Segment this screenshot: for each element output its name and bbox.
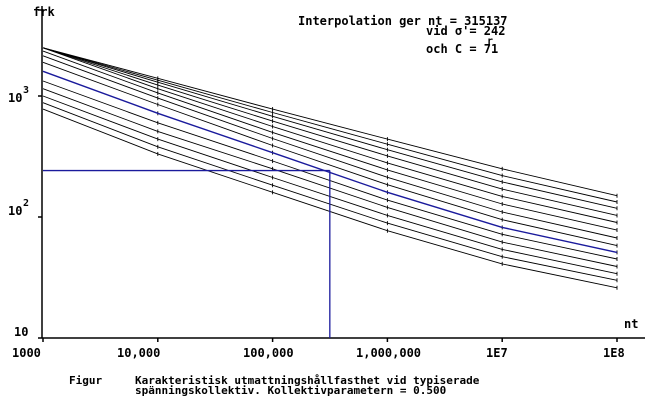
interpolation-lines: [43, 169, 331, 338]
series-line: [42, 61, 618, 247]
x-tick-label-1e7: 1E7: [486, 346, 508, 360]
c-label: och C = 71: [426, 42, 498, 56]
axes: [38, 6, 645, 342]
series-line: [42, 47, 618, 223]
series-line: [42, 47, 618, 197]
y-tick-exp-1000: 3: [23, 85, 29, 96]
y-tick-label-10: 10: [14, 325, 28, 339]
series-line: [42, 47, 618, 203]
x-tick-label-1000: 1000: [12, 346, 41, 360]
stress-subscript: r: [487, 36, 493, 47]
stress-label: vid σ'= 242: [426, 24, 505, 38]
x-tick-label-1000000: 1,000,000: [356, 346, 421, 360]
caption-line-1: Karakteristisk utmattningshållfasthet vi…: [135, 374, 480, 387]
y-tick-label-100: 10: [8, 204, 22, 218]
caption-prefix: Figur: [69, 374, 102, 387]
y-tick-exp-100: 2: [23, 198, 29, 209]
series-line: [42, 55, 618, 239]
interpolation-result: Interpolation ger nt = 315137: [298, 14, 508, 28]
tick-marks: [157, 76, 618, 290]
series-line: [42, 50, 618, 231]
x-tick-label-10000: 10,000: [117, 346, 160, 360]
x-tick-label-100000: 100,000: [243, 346, 294, 360]
x-axis-label: nt: [624, 317, 638, 331]
x-tick-label-1e8: 1E8: [603, 346, 625, 360]
y-axis-label: frk: [33, 5, 55, 19]
series-line: [42, 47, 618, 216]
caption-line-2: spänningskollektiv. Kollektivparametern …: [135, 384, 446, 397]
series-line: [42, 47, 618, 209]
y-tick-label-1000: 10: [8, 91, 22, 105]
